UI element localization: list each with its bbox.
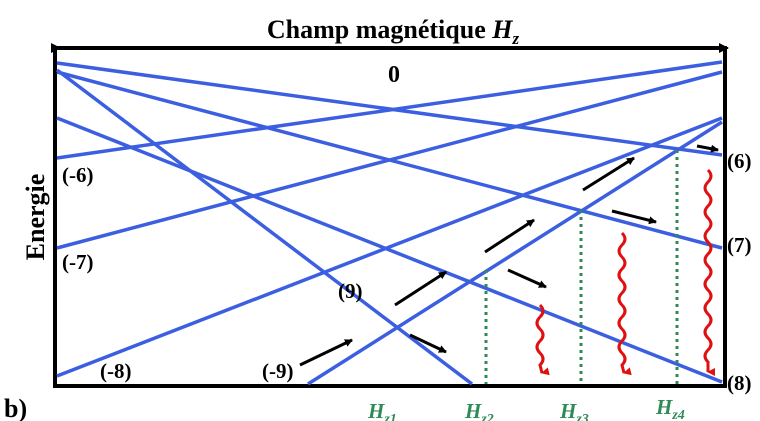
arrow bbox=[409, 333, 447, 354]
energy-line bbox=[56, 70, 723, 250]
energy-line bbox=[56, 60, 723, 160]
level-label-right: (6) bbox=[727, 149, 752, 173]
level-label-left: (-6) bbox=[62, 163, 93, 187]
axis-title: Champ magnétique Hz bbox=[267, 15, 520, 48]
arrow bbox=[299, 338, 353, 367]
field-mark-hz1: Hz1 bbox=[367, 399, 397, 421]
energy-line bbox=[307, 120, 723, 386]
arrow bbox=[611, 209, 657, 225]
wavy-arrow bbox=[703, 168, 715, 376]
crossing-markers bbox=[484, 150, 679, 384]
level-label-right: (8) bbox=[727, 371, 752, 395]
arrow bbox=[507, 268, 547, 289]
decay-arrows bbox=[535, 168, 715, 376]
energy-line bbox=[55, 68, 474, 386]
level-label-right: (7) bbox=[727, 233, 752, 257]
arrow bbox=[696, 144, 719, 153]
field-mark-hz4: Hz4 bbox=[655, 395, 685, 421]
arrow bbox=[394, 270, 447, 307]
energy-lines bbox=[55, 60, 723, 386]
field-mark-hz2: Hz2 bbox=[464, 399, 494, 421]
field-mark-hz3: Hz3 bbox=[559, 399, 589, 421]
y-axis-label: Energie bbox=[21, 174, 50, 261]
arrow bbox=[484, 218, 535, 254]
panel-label: b) bbox=[4, 394, 27, 421]
transition-arrows bbox=[299, 144, 719, 367]
level-label-middle: (9) bbox=[338, 279, 363, 303]
plot-frame bbox=[53, 46, 727, 388]
wavy-arrow bbox=[535, 303, 550, 376]
level-label-left: (-7) bbox=[62, 250, 93, 274]
arrow bbox=[582, 156, 635, 192]
zero-label: 0 bbox=[388, 62, 400, 88]
level-label-left: (-8) bbox=[100, 359, 131, 383]
level-label-left: (-9) bbox=[262, 359, 293, 383]
energy-line bbox=[56, 116, 723, 384]
energy-line bbox=[56, 116, 723, 378]
wavy-arrow bbox=[617, 231, 632, 376]
